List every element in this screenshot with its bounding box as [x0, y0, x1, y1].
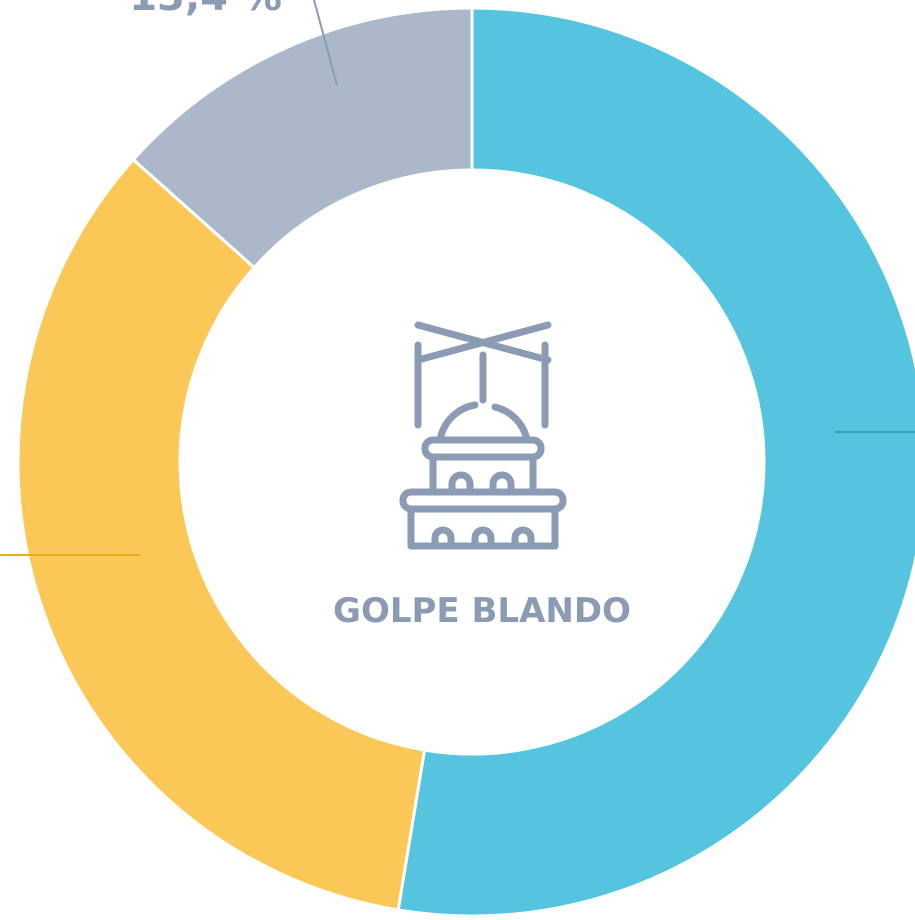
center-label: GOLPE BLANDO: [333, 591, 631, 631]
slice: [16, 157, 427, 912]
slices: [16, 6, 915, 918]
slice: [396, 6, 915, 918]
windmill-icon: [399, 321, 567, 550]
slice: [131, 6, 474, 270]
value-label: 13,4 %: [129, 0, 282, 20]
leader-line: [313, 0, 338, 86]
